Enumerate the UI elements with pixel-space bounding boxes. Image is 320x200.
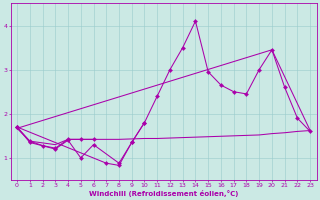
X-axis label: Windchill (Refroidissement éolien,°C): Windchill (Refroidissement éolien,°C) — [89, 190, 238, 197]
